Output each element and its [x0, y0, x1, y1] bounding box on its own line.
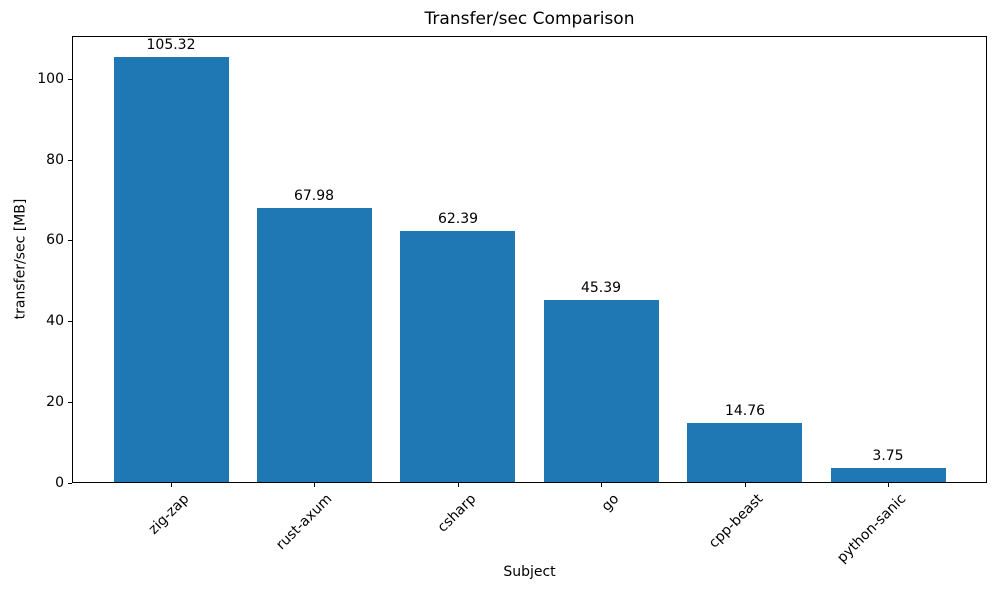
- y-tick-label: 100: [37, 71, 64, 87]
- bar-python-sanic: [831, 468, 946, 482]
- x-axis-label: Subject: [503, 564, 556, 580]
- bar-value-label: 105.32: [146, 37, 196, 53]
- y-tick-mark: [68, 321, 72, 322]
- x-tick-mark: [314, 483, 315, 487]
- x-tick-mark: [888, 483, 889, 487]
- y-tick-mark: [68, 79, 72, 80]
- bar-value-label: 14.76: [724, 403, 766, 419]
- x-tick-mark: [458, 483, 459, 487]
- y-tick-mark: [68, 483, 72, 484]
- y-tick-label: 60: [46, 232, 64, 248]
- y-tick-label: 0: [55, 475, 64, 491]
- bar-value-label: 67.98: [293, 188, 335, 204]
- bar-csharp: [400, 231, 515, 482]
- bar-rust-axum: [257, 208, 372, 482]
- chart-title: Transfer/sec Comparison: [424, 9, 635, 29]
- x-tick-label-zig-zap: zig-zap: [145, 491, 193, 538]
- bar-value-label: 3.75: [872, 448, 904, 464]
- y-tick-label: 20: [46, 394, 64, 410]
- y-tick-label: 40: [46, 313, 64, 329]
- y-axis-label: transfer/sec [MB]: [12, 198, 29, 320]
- bar-go: [544, 300, 659, 482]
- x-tick-mark: [601, 483, 602, 487]
- bar-zig-zap: [114, 57, 229, 482]
- x-tick-mark: [171, 483, 172, 487]
- bar-cpp-beast: [687, 423, 802, 482]
- y-tick-mark: [68, 160, 72, 161]
- bar-value-label: 45.39: [580, 280, 622, 296]
- y-tick-mark: [68, 240, 72, 241]
- x-tick-mark: [745, 483, 746, 487]
- y-tick-mark: [68, 402, 72, 403]
- bar-value-label: 62.39: [437, 211, 479, 227]
- y-tick-label: 80: [46, 152, 64, 168]
